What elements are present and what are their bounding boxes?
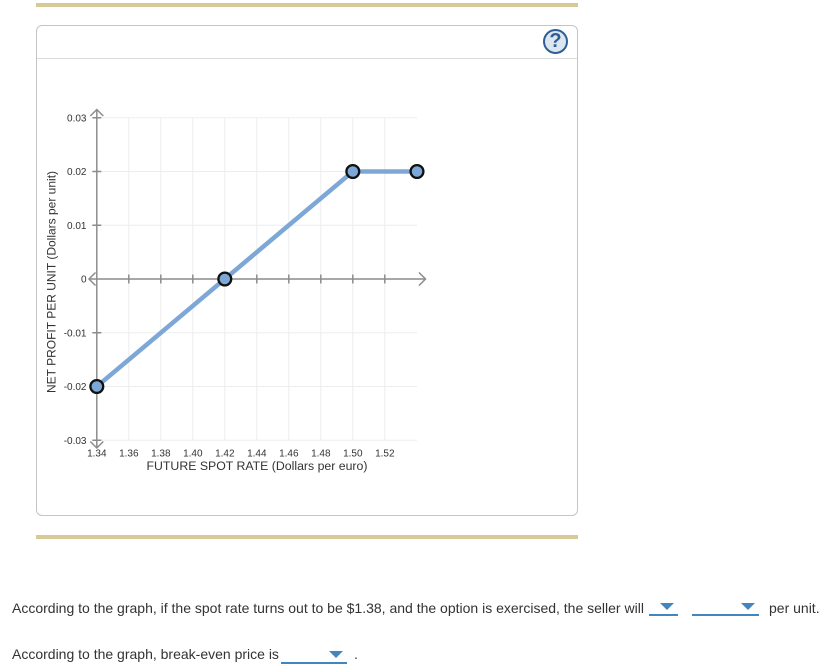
- svg-text:-0.03: -0.03: [64, 436, 87, 447]
- svg-text:1.40: 1.40: [183, 449, 203, 460]
- svg-text:1.36: 1.36: [119, 449, 139, 460]
- svg-text:NET PROFIT PER UNIT (Dollars p: NET PROFIT PER UNIT (Dollars per unit): [44, 171, 58, 393]
- svg-text:0.01: 0.01: [67, 221, 87, 232]
- svg-text:1.48: 1.48: [311, 449, 331, 460]
- svg-text:1.46: 1.46: [279, 449, 299, 460]
- svg-text:-0.02: -0.02: [64, 382, 87, 393]
- svg-text:1.34: 1.34: [87, 449, 107, 460]
- svg-text:1.38: 1.38: [151, 449, 171, 460]
- svg-text:FUTURE SPOT RATE (Dollars per: FUTURE SPOT RATE (Dollars per euro): [147, 459, 368, 473]
- svg-text:-0.01: -0.01: [64, 328, 87, 339]
- svg-text:1.50: 1.50: [343, 449, 363, 460]
- svg-text:1.52: 1.52: [375, 449, 395, 460]
- svg-text:0.02: 0.02: [67, 167, 87, 178]
- svg-text:0.03: 0.03: [67, 113, 87, 124]
- svg-text:1.44: 1.44: [247, 449, 267, 460]
- svg-text:1.42: 1.42: [215, 449, 235, 460]
- svg-text:0: 0: [81, 275, 87, 286]
